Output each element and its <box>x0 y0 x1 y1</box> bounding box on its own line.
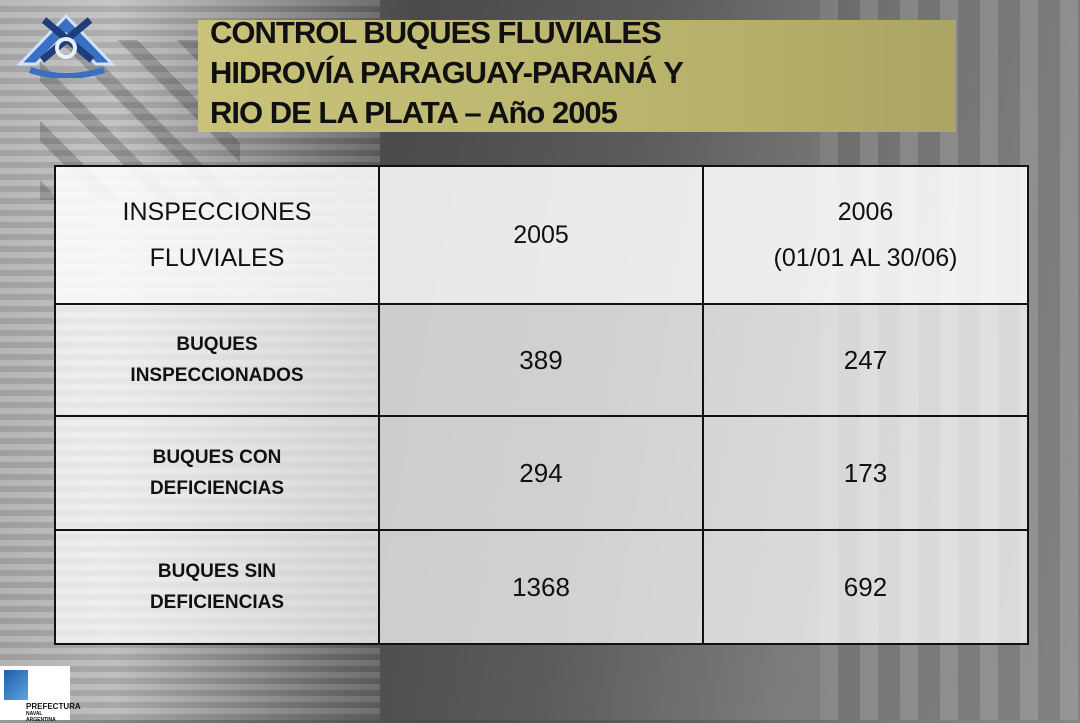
cell-2005: 294 <box>378 415 704 531</box>
cell-2005: 389 <box>378 303 704 417</box>
cell-2005: 1368 <box>378 529 704 645</box>
anchor-emblem-icon <box>8 8 128 79</box>
header-col-2006-range: (01/01 AL 30/06) <box>773 244 958 272</box>
title-line-3: RIO DE LA PLATA – Año 2005 <box>210 95 618 130</box>
header-col-2005: 2005 <box>513 221 569 249</box>
table-row: BUQUES CON DEFICIENCIAS 294 173 <box>54 415 1029 531</box>
header-label-line-2: FLUVIALES <box>149 244 285 272</box>
logo-name: PREFECTURA <box>26 702 81 711</box>
table-row: BUQUES INSPECCIONADOS 389 247 <box>54 303 1029 417</box>
row-label-line-1: BUQUES CON <box>152 447 282 468</box>
row-label-line-1: BUQUES <box>176 334 258 355</box>
row-label-line-2: DEFICIENCIAS <box>149 478 285 499</box>
table-row: BUQUES SIN DEFICIENCIAS 1368 692 <box>54 529 1029 645</box>
prefectura-logo: PREFECTURA NAVAL ARGENTINA <box>0 666 81 723</box>
cell-2006: 692 <box>702 529 1029 645</box>
header-label-line-1: INSPECCIONES <box>122 198 312 226</box>
table-header-row: INSPECCIONES FLUVIALES 2005 2006 (01/01 … <box>54 165 1029 305</box>
logo-subtitle: NAVAL ARGENTINA <box>26 711 56 723</box>
row-label-line-1: BUQUES SIN <box>157 561 277 582</box>
header-cell-label: INSPECCIONES FLUVIALES <box>54 165 380 305</box>
title-line-2: HIDROVÍA PARAGUAY-PARANÁ Y <box>210 55 684 90</box>
title-line-1: CONTROL BUQUES FLUVIALES <box>210 15 662 50</box>
header-cell-2005: 2005 <box>378 165 704 305</box>
anchor-emblem-icon <box>4 670 28 700</box>
header-col-2006-year: 2006 <box>837 198 894 226</box>
title-banner <box>198 20 956 132</box>
cell-2006: 173 <box>702 415 1029 531</box>
row-label: BUQUES INSPECCIONADOS <box>54 303 380 417</box>
cell-2006: 247 <box>702 303 1029 417</box>
row-label: BUQUES SIN DEFICIENCIAS <box>54 529 380 645</box>
row-label-line-2: INSPECCIONADOS <box>130 365 304 386</box>
header-cell-2006: 2006 (01/01 AL 30/06) <box>702 165 1029 305</box>
row-label-line-2: DEFICIENCIAS <box>149 592 285 613</box>
row-label: BUQUES CON DEFICIENCIAS <box>54 415 380 531</box>
inspections-table: INSPECCIONES FLUVIALES 2005 2006 (01/01 … <box>54 165 1029 645</box>
